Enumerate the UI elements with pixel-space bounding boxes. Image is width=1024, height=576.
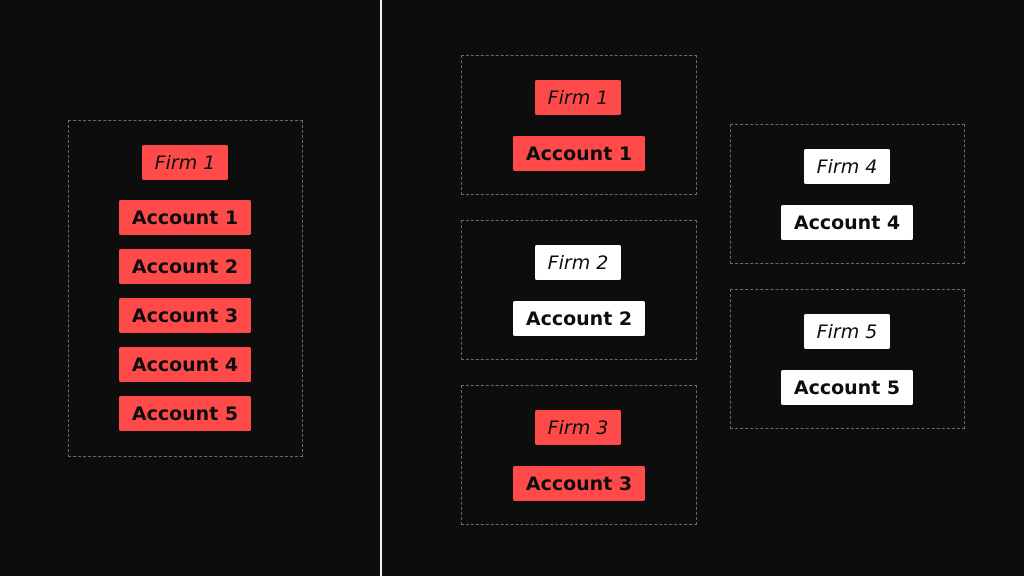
right-group-1 (461, 55, 697, 195)
right-account-3: Account 3 (513, 466, 645, 501)
left-firm-label: Firm 1 (142, 145, 228, 180)
left-firm-group (68, 120, 303, 457)
right-account-4: Account 4 (781, 205, 913, 240)
left-account-1: Account 1 (119, 200, 251, 235)
right-firm-4: Firm 4 (804, 149, 890, 184)
right-group-4 (730, 124, 965, 264)
right-account-1: Account 1 (513, 136, 645, 171)
divider (380, 0, 382, 576)
right-group-5 (730, 289, 965, 429)
right-group-2 (461, 220, 697, 360)
left-account-2: Account 2 (119, 249, 251, 284)
right-firm-1: Firm 1 (535, 80, 621, 115)
right-account-2: Account 2 (513, 301, 645, 336)
right-firm-5: Firm 5 (804, 314, 890, 349)
right-group-3 (461, 385, 697, 525)
right-firm-3: Firm 3 (535, 410, 621, 445)
left-account-4: Account 4 (119, 347, 251, 382)
right-account-5: Account 5 (781, 370, 913, 405)
left-account-5: Account 5 (119, 396, 251, 431)
left-account-3: Account 3 (119, 298, 251, 333)
right-firm-2: Firm 2 (535, 245, 621, 280)
